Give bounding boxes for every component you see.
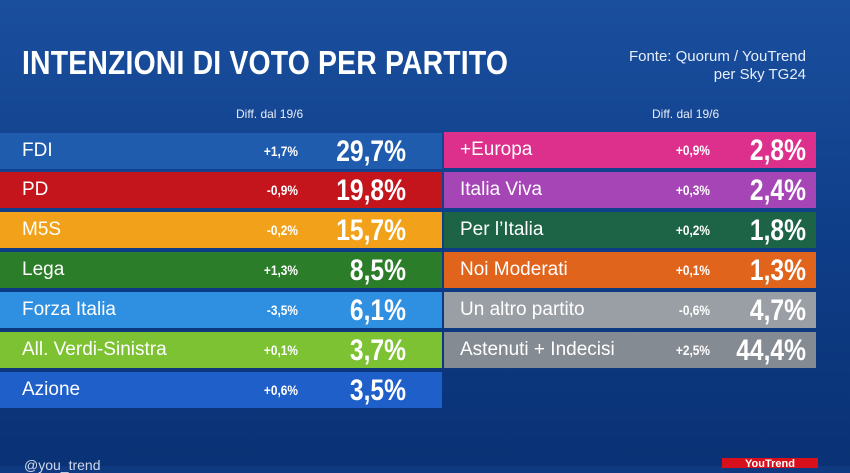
party-value: 2,8%: [749, 134, 806, 167]
party-row: Italia Viva +0,3% 2,4%: [444, 172, 816, 208]
party-name: Noi Moderati: [460, 259, 568, 280]
youtrend-logo: YouTrend: [722, 458, 818, 470]
party-name: Lega: [22, 259, 65, 280]
source-line-1: Fonte: Quorum / YouTrend: [628, 48, 806, 65]
party-diff: -0,6%: [678, 302, 710, 318]
party-name: Astenuti + Indecisi: [460, 339, 615, 360]
party-diff: +0,3%: [675, 182, 710, 198]
party-value: 3,5%: [349, 374, 406, 407]
party-value: 6,1%: [349, 294, 406, 327]
party-row: Un altro partito -0,6% 4,7%: [444, 292, 816, 328]
party-value: 44,4%: [736, 334, 806, 367]
party-name: M5S: [22, 219, 62, 240]
party-name: PD: [22, 179, 49, 200]
diff-header-right: Diff. dal 19/6: [652, 107, 720, 121]
party-name: All. Verdi-Sinistra: [22, 339, 167, 360]
party-diff: +0,1%: [263, 342, 298, 358]
party-name: Azione: [22, 379, 81, 400]
footer-brand: @you_trend: [24, 457, 101, 473]
party-value: 8,5%: [349, 254, 406, 287]
party-row: Lega +1,3% 8,5%: [0, 252, 442, 288]
party-row: Azione +0,6% 3,5%: [0, 372, 442, 408]
party-name: Un altro partito: [460, 299, 585, 320]
party-diff: +1,7%: [263, 143, 298, 159]
party-diff: +1,3%: [263, 262, 298, 278]
party-diff: -0,9%: [266, 182, 298, 198]
source-note: Fonte: Quorum / YouTrend per Sky TG24: [629, 48, 806, 84]
party-row: Per l’Italia +0,2% 1,8%: [444, 212, 816, 248]
party-value: 29,7%: [336, 135, 406, 168]
party-row: FDI +1,7% 29,7%: [0, 133, 442, 169]
party-row: Forza Italia -3,5% 6,1%: [0, 292, 442, 328]
party-diff: +0,9%: [675, 142, 710, 158]
party-value: 2,4%: [749, 174, 806, 207]
party-name: FDI: [22, 140, 53, 161]
party-value: 19,8%: [336, 174, 406, 207]
party-row: M5S -0,2% 15,7%: [0, 212, 442, 248]
party-value: 1,8%: [749, 214, 806, 247]
chart-title: INTENZIONI DI VOTO PER PARTITO: [22, 44, 509, 81]
party-value: 15,7%: [336, 214, 406, 247]
party-row: PD -0,9% 19,8%: [0, 172, 442, 208]
party-diff: +0,2%: [675, 222, 710, 238]
party-row: Astenuti + Indecisi +2,5% 44,4%: [444, 332, 816, 368]
party-row: Noi Moderati +0,1% 1,3%: [444, 252, 816, 288]
party-diff: +0,1%: [675, 262, 710, 278]
party-diff: +0,6%: [263, 382, 298, 398]
party-value: 1,3%: [749, 254, 806, 287]
party-name: Italia Viva: [460, 179, 543, 200]
party-value: 4,7%: [749, 294, 806, 327]
party-name: +Europa: [460, 139, 533, 160]
party-name: Forza Italia: [22, 299, 116, 320]
party-row: +Europa +0,9% 2,8%: [444, 132, 816, 168]
party-diff: +2,5%: [675, 342, 710, 358]
diff-header-left: Diff. dal 19/6: [236, 107, 304, 121]
source-line-2: per Sky TG24: [713, 66, 806, 83]
party-diff: -3,5%: [266, 302, 298, 318]
party-diff: -0,2%: [266, 222, 298, 238]
party-row: All. Verdi-Sinistra +0,1% 3,7%: [0, 332, 442, 368]
party-name: Per l’Italia: [460, 219, 544, 240]
party-value: 3,7%: [349, 334, 406, 367]
